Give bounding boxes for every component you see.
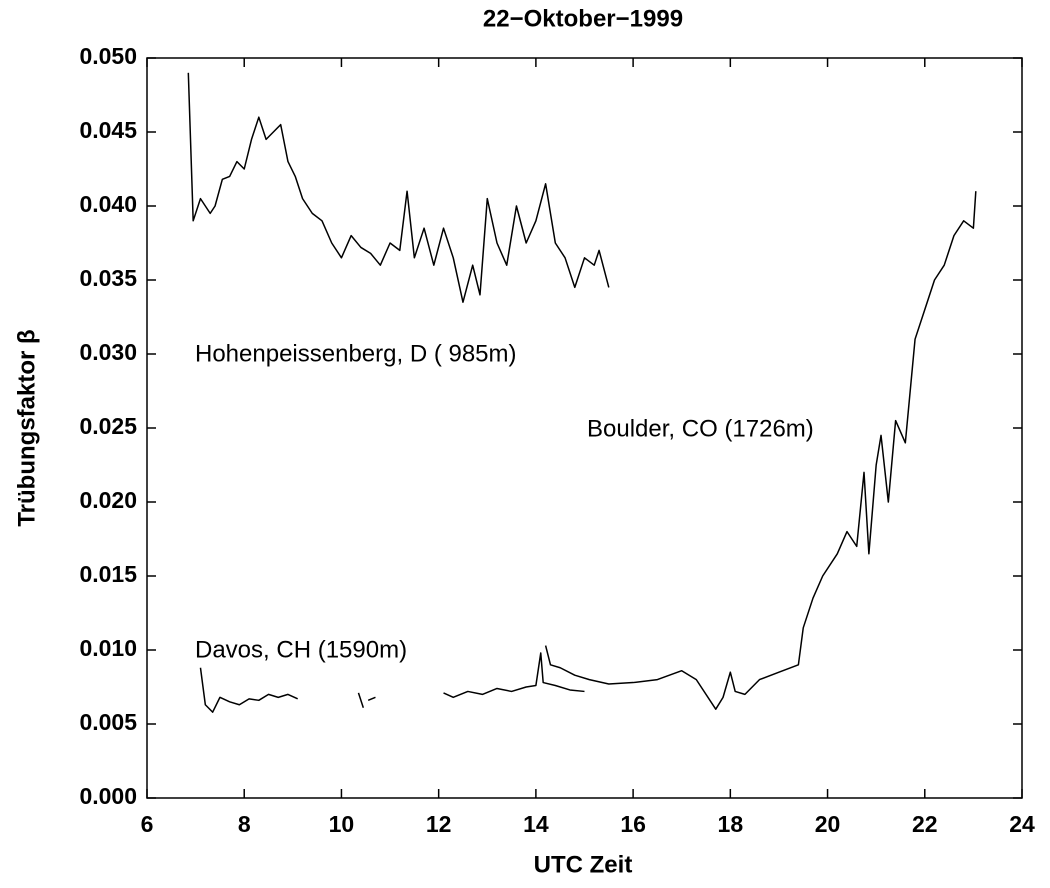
x-tick-label: 12: [426, 811, 452, 837]
x-tick-label: 24: [1009, 811, 1035, 837]
chart-title: 22−Oktober−1999: [483, 5, 683, 32]
data-line: [199, 652, 585, 713]
x-tick-label: 14: [523, 811, 549, 837]
x-tick-label: 6: [141, 811, 154, 837]
x-tick-label: 20: [815, 811, 841, 837]
y-tick-label: 0.040: [79, 191, 137, 217]
y-tick-label: 0.050: [79, 43, 137, 69]
x-tick-label: 18: [718, 811, 744, 837]
y-tick-label: 0.025: [79, 413, 137, 439]
y-tick-label: 0.015: [79, 561, 137, 587]
y-tick-label: 0.010: [79, 635, 137, 661]
annotation: Boulder, CO (1726m): [587, 415, 814, 442]
annotation: Hohenpeissenberg, D ( 985m): [195, 340, 517, 367]
x-tick-label: 16: [620, 811, 646, 837]
x-tick-label: 10: [329, 811, 355, 837]
plot-frame: [146, 57, 1023, 799]
data-line: [544, 191, 977, 710]
y-axis-label: Trübungsfaktor β: [13, 329, 40, 526]
y-tick-label: 0.045: [79, 117, 137, 143]
y-tick-label: 0.000: [79, 783, 137, 809]
annotation: Davos, CH (1590m): [195, 636, 407, 663]
x-tick-label: 22: [912, 811, 938, 837]
y-tick-label: 0.030: [79, 339, 137, 365]
y-tick-label: 0.005: [79, 709, 137, 735]
x-tick-label: 8: [238, 811, 251, 837]
y-tick-label: 0.020: [79, 487, 137, 513]
x-axis-label: UTC Zeit: [534, 851, 633, 878]
data-line: [187, 72, 610, 303]
y-tick-label: 0.035: [79, 265, 137, 291]
